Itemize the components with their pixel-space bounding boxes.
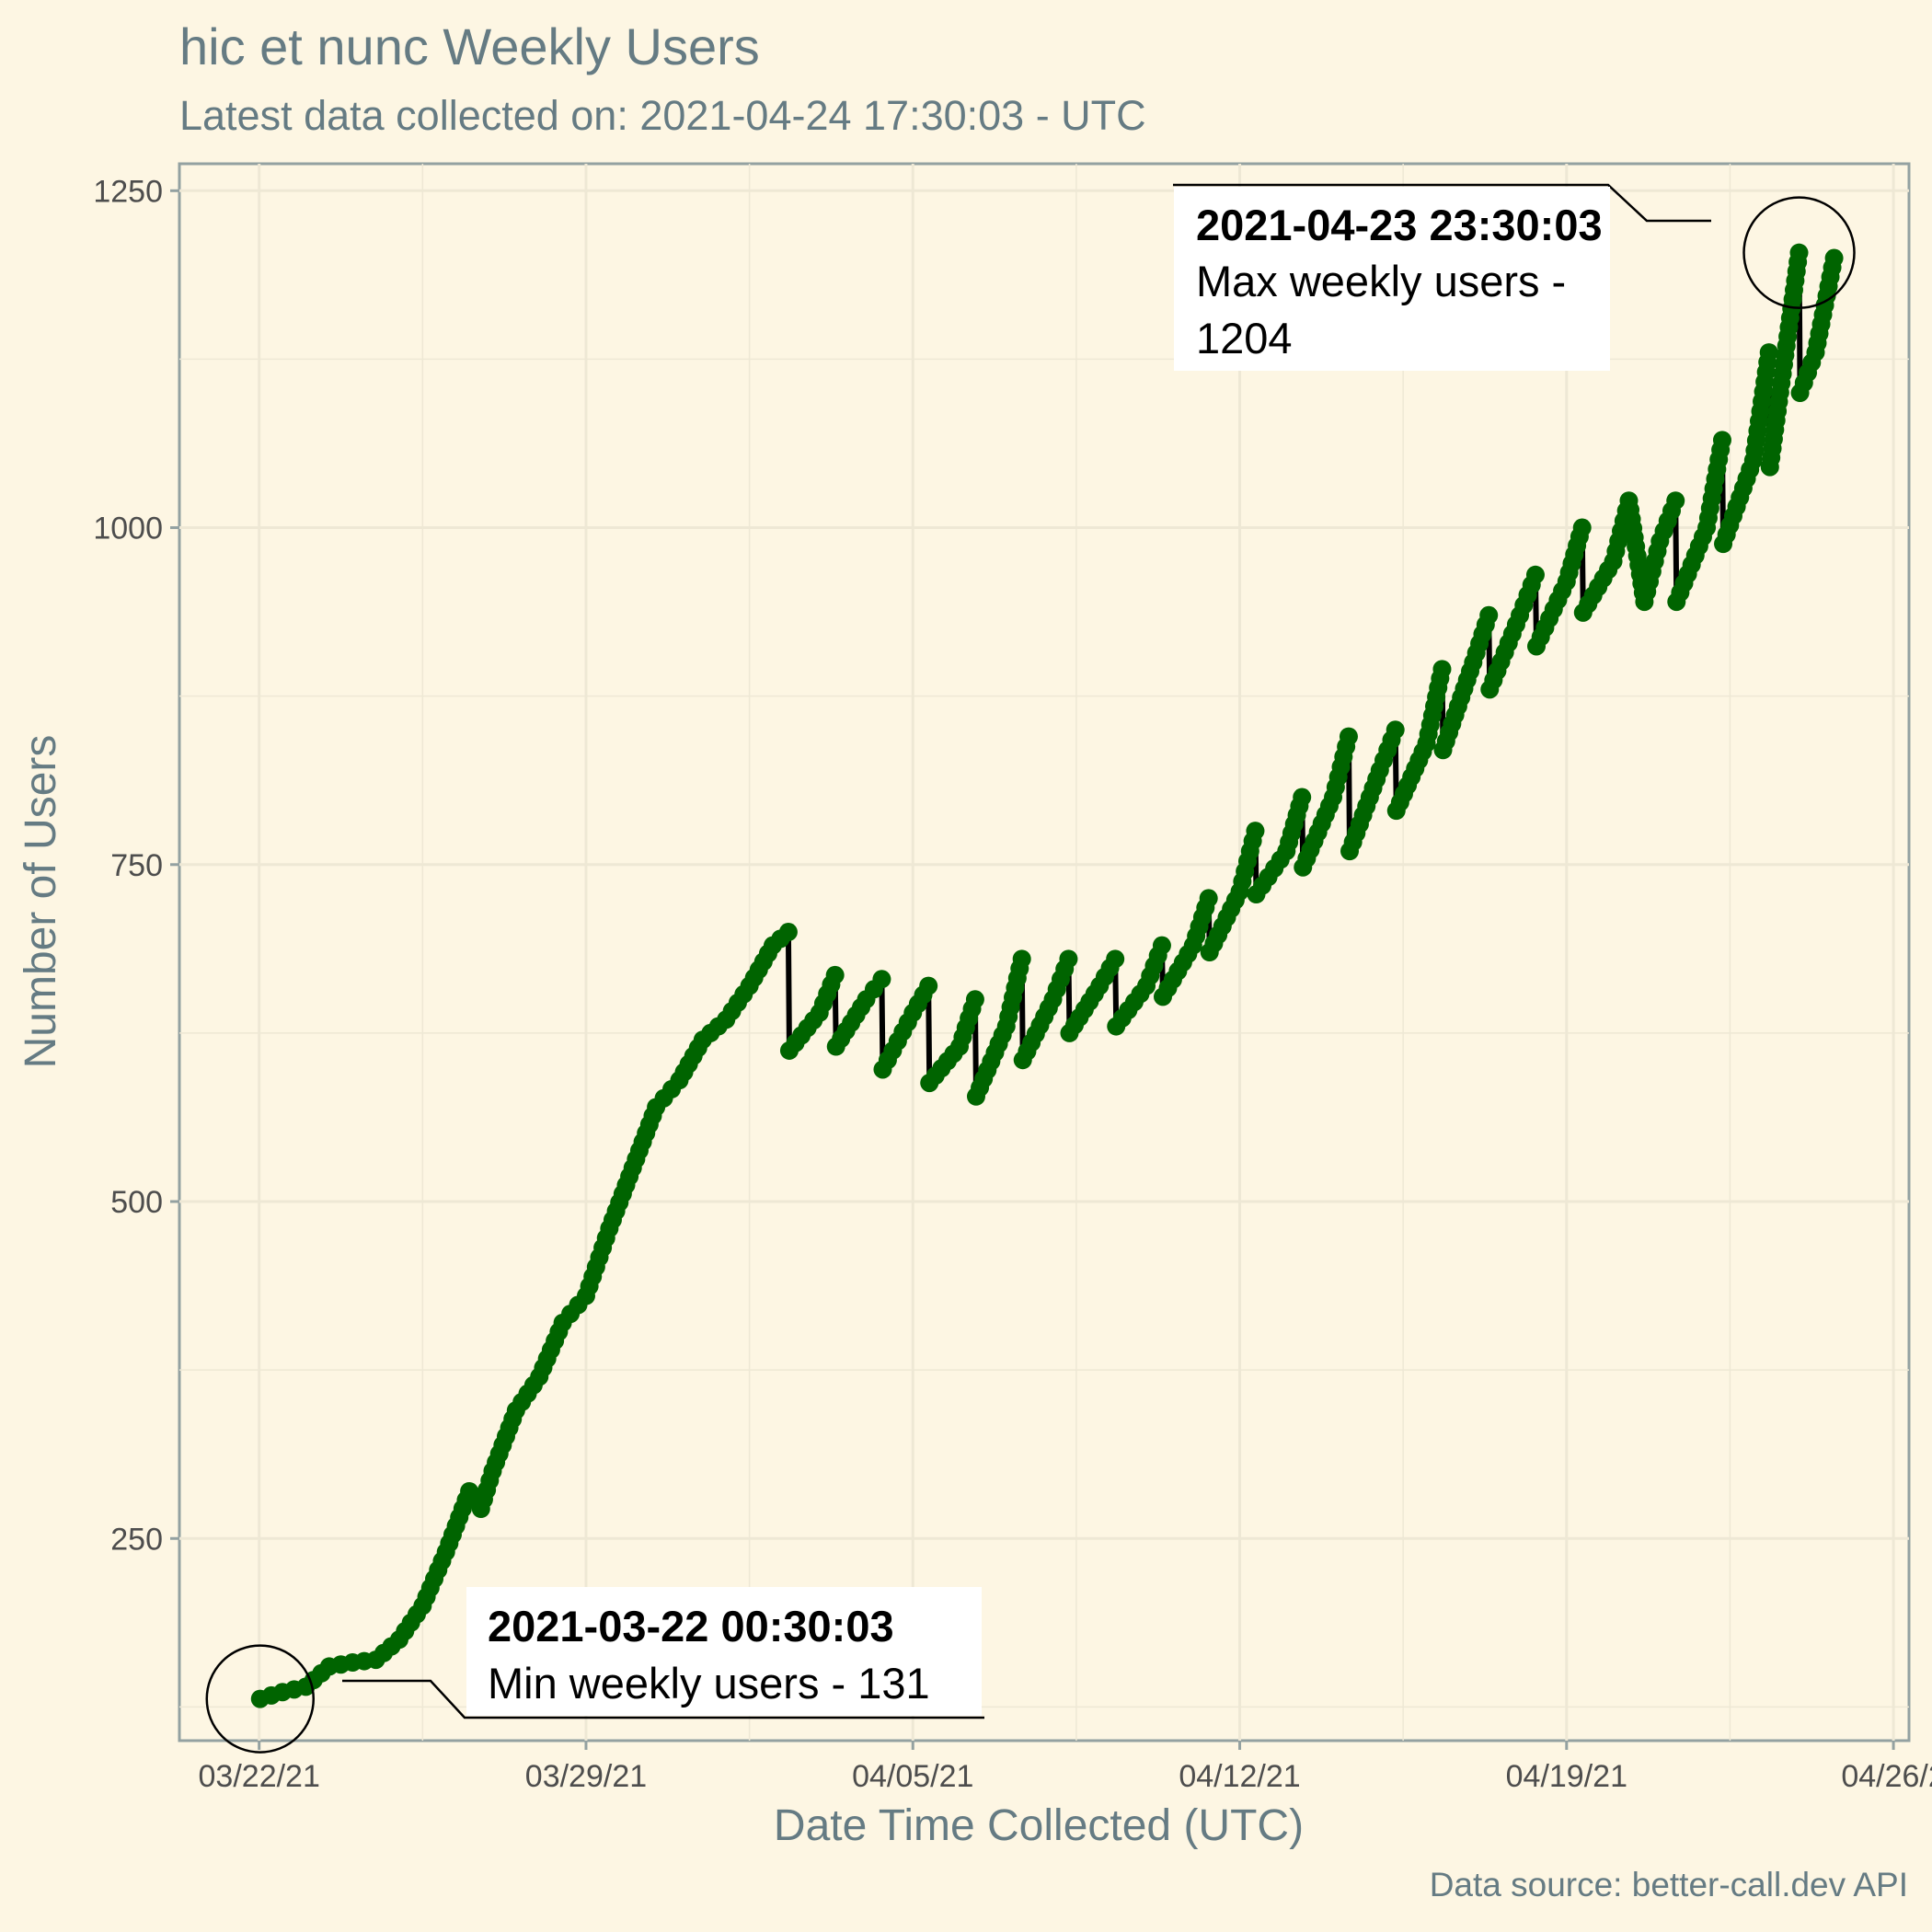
data-point — [382, 1637, 401, 1656]
y-tick-label: 250 — [110, 1522, 163, 1557]
data-point — [914, 985, 933, 1005]
data-point — [1461, 661, 1480, 681]
data-point — [771, 929, 790, 949]
x-tick-label: 04/19/21 — [1506, 1759, 1627, 1794]
x-tick-label: 03/29/21 — [525, 1759, 647, 1794]
data-point — [852, 997, 871, 1017]
data-point — [944, 1044, 963, 1064]
data-point — [1196, 898, 1215, 917]
data-point — [662, 1079, 682, 1098]
data-point — [1711, 440, 1731, 459]
data-point — [503, 1409, 523, 1429]
data-point — [822, 975, 841, 995]
grid-lines — [178, 162, 1911, 1742]
data-point — [549, 1322, 569, 1341]
x-axis-title: Date Time Collected (UTC) — [774, 1801, 1304, 1850]
axes: 250 500 750 1000 1250 03/22/21 03/29/21 04/05/2… — [93, 174, 1932, 1794]
data-point — [432, 1551, 452, 1570]
data-point — [1179, 944, 1198, 963]
data-point — [1662, 501, 1682, 521]
data-point — [1823, 258, 1842, 277]
max-annotation-text-line2: 1204 — [1196, 314, 1293, 362]
x-tick-label: 04/26/2 — [1841, 1759, 1932, 1794]
data-point — [1337, 737, 1356, 756]
data-point — [708, 1017, 728, 1036]
data-point — [1599, 560, 1618, 580]
data-point — [1039, 998, 1058, 1018]
data-point — [1413, 742, 1432, 762]
plot-panel — [178, 162, 1911, 1742]
data-point — [407, 1604, 426, 1624]
data-point — [1148, 946, 1167, 965]
data-point — [1522, 575, 1541, 594]
data-point — [1758, 352, 1777, 372]
data-point — [1741, 460, 1760, 479]
data-point — [354, 1651, 374, 1671]
x-tick-label: 04/12/21 — [1179, 1759, 1300, 1794]
x-tick-label: 04/05/21 — [852, 1759, 973, 1794]
data-point — [864, 980, 883, 999]
y-tick-label: 500 — [110, 1185, 163, 1220]
data-point — [1131, 984, 1150, 1004]
data-point — [1553, 581, 1572, 601]
y-tick-label: 1000 — [93, 512, 163, 546]
data-point — [1476, 615, 1495, 635]
min-annotation-circle — [205, 1644, 316, 1754]
data-point — [523, 1375, 543, 1395]
data-point — [993, 1026, 1012, 1045]
max-annotation-leader — [1173, 183, 1711, 223]
series-points — [250, 243, 1844, 1708]
data-point — [1290, 797, 1309, 816]
min-annotation-box — [466, 1587, 982, 1716]
data-point — [596, 1228, 615, 1248]
data-point — [1243, 832, 1262, 851]
data-point — [620, 1167, 639, 1186]
data-point — [898, 1013, 917, 1032]
data-point — [1788, 252, 1808, 271]
max-annotation-text-line1: Max weekly users - — [1196, 257, 1566, 305]
data-point — [734, 984, 753, 1004]
chart-caption: Data source: better-call.dev API — [1429, 1866, 1908, 1903]
data-point — [1648, 542, 1667, 561]
data-point — [643, 1106, 662, 1125]
data-point — [1271, 850, 1290, 869]
data-point — [1055, 960, 1075, 979]
y-tick-label: 750 — [110, 848, 163, 883]
data-point — [331, 1655, 351, 1674]
data-point — [962, 999, 982, 1018]
data-point — [1010, 959, 1029, 978]
data-point — [284, 1680, 304, 1699]
data-point — [261, 1685, 281, 1705]
data-point — [804, 1011, 823, 1030]
data-point — [1225, 891, 1245, 910]
annotations: 2021-03-22 00:30:03 Min weekly users - 13… — [205, 183, 1856, 1754]
max-annotation-date: 2021-04-23 23:30:03 — [1196, 201, 1603, 249]
y-axis-title: Number of Users — [17, 735, 65, 1069]
max-annotation-circle — [1742, 196, 1856, 309]
x-tick-label: 03/22/21 — [199, 1759, 320, 1794]
data-point — [312, 1663, 331, 1683]
data-point — [1693, 527, 1712, 546]
data-point — [1506, 615, 1525, 634]
data-point — [1382, 730, 1401, 750]
data-point — [480, 1471, 500, 1490]
min-annotation-text: Min weekly users - 131 — [488, 1659, 930, 1708]
data-point — [1570, 527, 1589, 546]
min-annotation-date: 2021-03-22 00:30:03 — [488, 1602, 894, 1650]
data-point — [1319, 797, 1339, 816]
data-point — [1100, 959, 1120, 978]
chart-subtitle: Latest data collected on: 2021-04-24 17:… — [179, 92, 1146, 139]
data-point — [1802, 353, 1822, 373]
max-annotation-box — [1174, 187, 1610, 371]
data-point — [1367, 769, 1386, 788]
y-tick-label: 1250 — [93, 174, 163, 209]
data-point — [688, 1039, 707, 1058]
chart-title: hic et nunc Weekly Users — [179, 17, 760, 75]
data-point — [1085, 984, 1104, 1004]
data-point — [1431, 669, 1450, 688]
min-annotation-leader — [342, 1679, 984, 1719]
data-point — [569, 1295, 588, 1315]
data-point — [758, 944, 777, 963]
